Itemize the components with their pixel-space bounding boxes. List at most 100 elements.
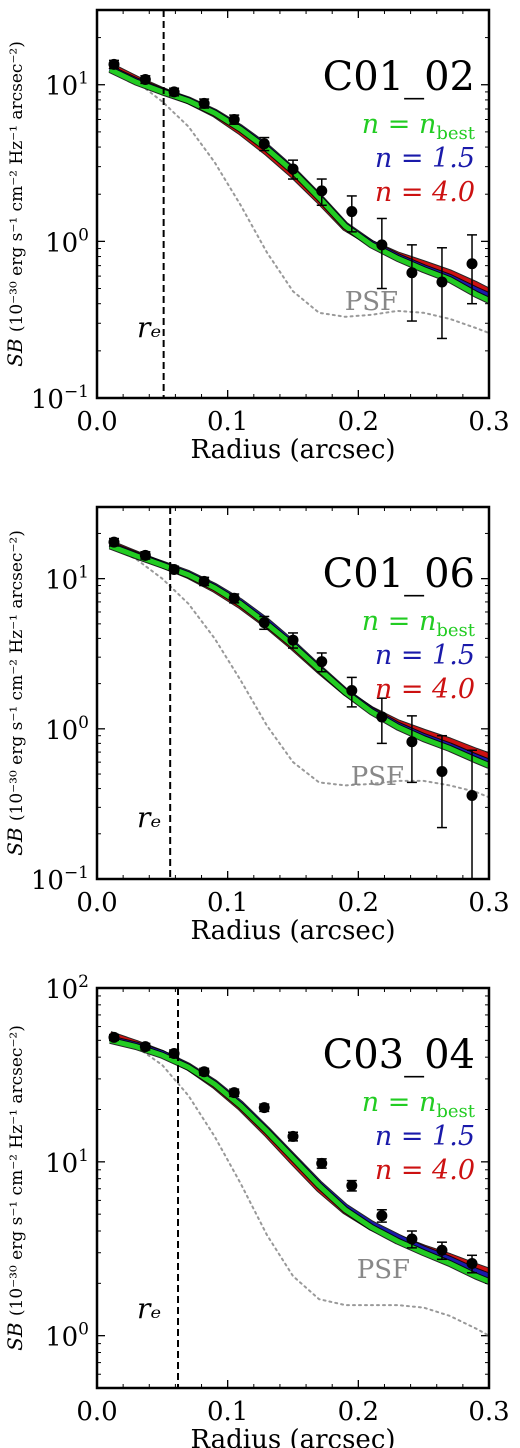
data-point <box>466 789 478 801</box>
data-point <box>228 592 240 604</box>
model-curve-n-n-best <box>109 1037 489 1284</box>
y-axis-label-symbol: SB <box>3 332 27 367</box>
y-tick-label-base: 10 <box>45 1149 78 1179</box>
data-point <box>168 1047 180 1059</box>
data-point <box>258 617 270 629</box>
y-tick-label-base: 10 <box>45 1323 78 1353</box>
data-point <box>139 1041 151 1053</box>
data-point <box>316 185 328 197</box>
plot-frame <box>95 8 491 400</box>
y-tick-label: 101 <box>45 69 89 102</box>
y-axis-label-symbol: SB <box>3 1316 27 1351</box>
panel-label: C01_02 <box>323 54 475 100</box>
y-tick-label-exponent: −1 <box>64 863 89 883</box>
x-tick-label: 0.0 <box>76 407 117 437</box>
legend-text: n = n <box>362 109 437 140</box>
re-label: rₑ <box>137 311 161 344</box>
x-tick-label: 0.2 <box>338 407 379 437</box>
data-point <box>108 536 120 548</box>
x-tick-label: 0.1 <box>207 407 248 437</box>
legend-entry: n = 4.0 <box>375 1155 475 1186</box>
data-point <box>168 564 180 576</box>
x-tick-label: 0.1 <box>207 1397 248 1427</box>
panel-label: C03_04 <box>323 1032 475 1078</box>
psf-label: PSF <box>357 1255 410 1285</box>
data-point <box>346 684 358 696</box>
data-point <box>198 97 210 109</box>
y-tick-label-exponent: 1 <box>78 1146 89 1166</box>
plot-area <box>108 507 489 879</box>
legend-entry: n = nbest <box>362 109 476 144</box>
data-point <box>466 258 478 270</box>
data-point <box>316 1157 328 1169</box>
legend-text: n = n <box>362 1087 437 1118</box>
data-point <box>466 1258 478 1270</box>
data-point <box>287 634 299 646</box>
data-point <box>436 276 448 288</box>
y-tick-label-base: 10 <box>31 385 64 415</box>
x-tick-label: 0.3 <box>468 888 509 918</box>
data-point <box>316 656 328 668</box>
legend-entry: n = 4.0 <box>375 177 475 208</box>
psf-label: PSF <box>351 762 404 792</box>
data-point <box>376 239 388 251</box>
y-tick-label: 102 <box>45 972 89 1005</box>
legend-entry: n = 1.5 <box>375 143 475 174</box>
x-axis-label: Radius (arcsec) <box>190 1425 395 1448</box>
y-tick-label-exponent: 0 <box>78 1320 89 1340</box>
data-point <box>228 1087 240 1099</box>
y-tick-label: 10−1 <box>31 382 89 415</box>
data-point <box>108 58 120 70</box>
x-tick-label: 0.3 <box>468 1397 509 1427</box>
data-point <box>139 73 151 85</box>
legend-entry: n = 4.0 <box>375 674 475 705</box>
plot-area <box>108 988 489 1388</box>
x-axis-label: Radius (arcsec) <box>190 435 395 465</box>
data-point <box>228 113 240 125</box>
data-point <box>139 549 151 561</box>
y-tick-label-base: 10 <box>31 866 64 896</box>
data-point <box>287 1130 299 1142</box>
y-tick-label-exponent: 1 <box>78 563 89 583</box>
y-axis-label-units: (10⁻³⁰ erg s⁻¹ cm⁻² Hz⁻¹ arcsec⁻²) <box>7 530 27 821</box>
x-tick-label: 0.0 <box>76 888 117 918</box>
y-tick-label-base: 10 <box>45 72 78 102</box>
x-axis-label: Radius (arcsec) <box>190 916 395 946</box>
y-axis-label: SB (10⁻³⁰ erg s⁻¹ cm⁻² Hz⁻¹ arcsec⁻²) <box>3 1025 27 1351</box>
y-tick-label: 10−1 <box>31 863 89 896</box>
panel-label: C01_06 <box>323 551 475 597</box>
legend-entry: n = 1.5 <box>375 1121 475 1152</box>
data-point <box>168 86 180 98</box>
y-axis-label-symbol: SB <box>3 821 27 856</box>
y-tick-label: 100 <box>45 713 89 746</box>
y-tick-label-base: 10 <box>45 975 78 1005</box>
y-tick-label-exponent: 0 <box>78 713 89 733</box>
plot-frame <box>95 505 491 881</box>
y-tick-label: 100 <box>45 225 89 258</box>
data-point <box>108 1031 120 1043</box>
legend-subscript: best <box>436 1101 475 1122</box>
psf-curve <box>109 545 489 799</box>
data-point <box>436 1244 448 1256</box>
data-point <box>258 1102 270 1114</box>
x-tick-label: 0.3 <box>468 407 509 437</box>
x-tick-label: 0.2 <box>338 888 379 918</box>
y-tick-label: 101 <box>45 1146 89 1179</box>
legend-entry: n = nbest <box>362 1087 476 1122</box>
psf-label: PSF <box>345 287 398 317</box>
data-point <box>406 267 418 279</box>
y-axis-label: SB (10⁻³⁰ erg s⁻¹ cm⁻² Hz⁻¹ arcsec⁻²) <box>3 530 27 856</box>
y-tick-label-exponent: 2 <box>78 972 89 992</box>
data-point <box>198 575 210 587</box>
data-point <box>258 138 270 150</box>
data-point <box>406 1233 418 1245</box>
data-point <box>346 1180 358 1192</box>
legend-subscript: best <box>436 123 475 144</box>
y-axis-label-units: (10⁻³⁰ erg s⁻¹ cm⁻² Hz⁻¹ arcsec⁻²) <box>7 41 27 332</box>
data-point <box>376 711 388 723</box>
legend-text: n = n <box>362 606 437 637</box>
